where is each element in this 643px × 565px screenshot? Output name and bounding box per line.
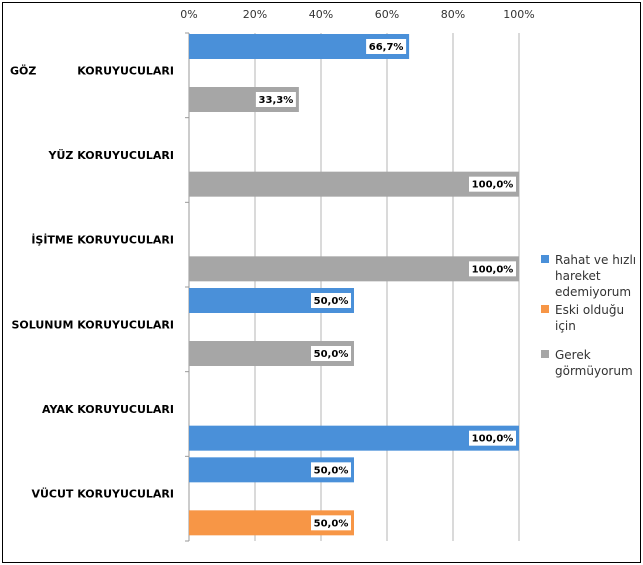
legend-swatch-gerek — [541, 350, 549, 358]
category-label: İŞİTME KORUYUCULARI — [31, 233, 174, 247]
bar — [189, 425, 519, 451]
legend-label-eski: Eski olduğu için — [555, 303, 625, 333]
category-label: AYAK KORUYUCULARI — [42, 403, 174, 416]
data-label-box — [311, 346, 351, 361]
x-tick-label: 0% — [180, 8, 197, 21]
category-label-left: GÖZ — [10, 63, 36, 77]
data-label: 50,0% — [314, 518, 349, 529]
data-label: 50,0% — [314, 465, 349, 476]
legend-swatch-eski — [541, 305, 549, 313]
x-tick-label: 80% — [441, 8, 465, 21]
data-label: 100,0% — [472, 434, 514, 445]
data-label-box — [311, 462, 351, 478]
x-tick-label: 40% — [309, 8, 333, 21]
data-label-box — [255, 92, 296, 107]
category-label: VÜCUT KORUYUCULARI — [31, 487, 174, 501]
data-label-box — [311, 293, 351, 308]
data-label-box — [311, 515, 351, 531]
legend-label-rahat: Rahat ve hızlı hareket edemiyorum — [555, 253, 637, 299]
data-label: 66,7% — [369, 42, 404, 53]
category-label: SOLUNUM KORUYUCULARI — [11, 318, 174, 331]
x-tick-label: 60% — [375, 8, 399, 21]
data-label: 50,0% — [314, 296, 349, 307]
category-label: YÜZ KORUYUCULARI — [48, 148, 174, 162]
x-tick-label: 20% — [243, 8, 267, 21]
legend-label-gerek: Gerek görmüyorum — [555, 348, 633, 378]
data-label: 33,3% — [259, 95, 294, 106]
data-label: 100,0% — [472, 180, 514, 191]
bar — [189, 171, 519, 197]
bar — [189, 256, 519, 282]
data-label-box — [366, 39, 407, 54]
data-label: 50,0% — [314, 349, 349, 360]
x-tick-label: 100% — [503, 8, 534, 21]
data-label: 100,0% — [472, 264, 514, 275]
data-label-box — [469, 176, 516, 192]
data-label-box — [469, 261, 516, 277]
category-label-right: KORUYUCULARI — [77, 64, 174, 77]
data-label-box — [469, 430, 516, 446]
legend-swatch-rahat — [541, 255, 549, 263]
